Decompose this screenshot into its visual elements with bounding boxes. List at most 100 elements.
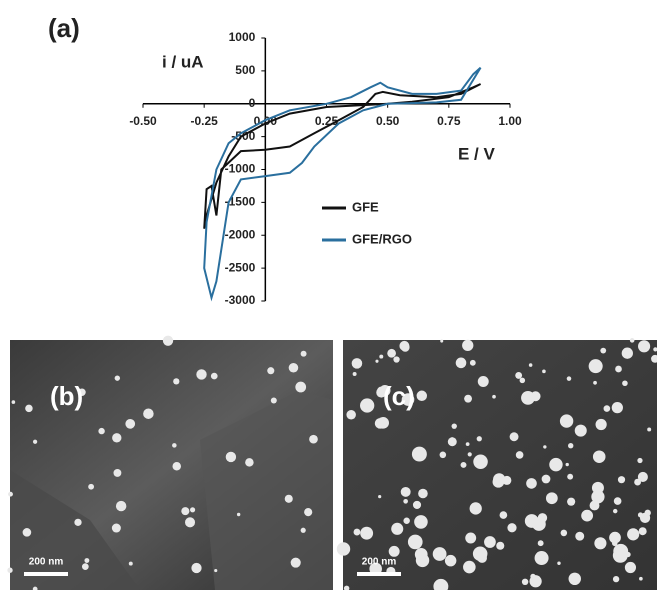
particle bbox=[360, 398, 375, 413]
particle bbox=[644, 509, 651, 517]
particle bbox=[629, 338, 635, 343]
particle bbox=[528, 363, 533, 367]
particle bbox=[236, 512, 241, 517]
particle bbox=[476, 436, 482, 442]
particle bbox=[467, 452, 472, 457]
particle bbox=[627, 528, 640, 541]
particle bbox=[388, 545, 400, 557]
particle bbox=[455, 357, 467, 369]
image-label: (c) bbox=[383, 381, 415, 411]
particle bbox=[25, 404, 33, 413]
particle bbox=[82, 563, 89, 570]
sem-texture bbox=[10, 470, 140, 590]
y-tick-label: -2500 bbox=[225, 260, 256, 274]
particle bbox=[638, 340, 651, 353]
particle bbox=[637, 471, 648, 482]
particle bbox=[8, 491, 13, 497]
particle bbox=[403, 517, 410, 524]
particle bbox=[32, 439, 38, 444]
particle bbox=[375, 359, 379, 363]
particle bbox=[114, 375, 121, 381]
particle bbox=[595, 418, 607, 431]
particle bbox=[352, 372, 357, 376]
particle bbox=[568, 442, 574, 449]
particle bbox=[591, 490, 605, 504]
scale-label: 200 nm bbox=[29, 557, 64, 568]
particle bbox=[449, 437, 455, 442]
particle bbox=[377, 386, 386, 395]
particle bbox=[507, 523, 517, 533]
y-tick-label: -1000 bbox=[225, 162, 256, 176]
particle bbox=[492, 476, 505, 488]
particle bbox=[534, 551, 549, 566]
particle bbox=[196, 369, 207, 380]
particle bbox=[617, 476, 626, 484]
particle bbox=[639, 576, 643, 581]
particle bbox=[270, 397, 277, 404]
particle bbox=[351, 358, 363, 369]
particle bbox=[542, 369, 546, 374]
particle bbox=[74, 518, 82, 526]
particle bbox=[559, 414, 574, 428]
particle bbox=[451, 423, 457, 429]
particle bbox=[290, 557, 301, 568]
particle bbox=[526, 478, 537, 489]
particle bbox=[295, 381, 307, 393]
particle bbox=[545, 492, 558, 505]
y-tick-label: -2000 bbox=[225, 227, 256, 241]
y-tick-label: -3000 bbox=[225, 293, 256, 307]
particle bbox=[532, 517, 546, 531]
particle bbox=[600, 347, 607, 354]
particle bbox=[300, 350, 307, 357]
particle bbox=[637, 457, 643, 464]
particle bbox=[603, 405, 611, 412]
particle bbox=[567, 473, 574, 480]
particle bbox=[288, 362, 299, 373]
particle bbox=[519, 377, 526, 384]
particle bbox=[115, 500, 127, 512]
particle bbox=[414, 515, 428, 529]
particle bbox=[84, 558, 90, 563]
particle bbox=[581, 509, 594, 522]
particle bbox=[515, 371, 523, 379]
particle bbox=[403, 498, 408, 504]
particle bbox=[143, 408, 154, 419]
particle bbox=[464, 394, 472, 403]
particle bbox=[560, 529, 568, 537]
particle bbox=[304, 508, 313, 517]
x-tick-label: 0.75 bbox=[437, 114, 461, 128]
particle bbox=[594, 537, 607, 550]
sem-image: (c) 200 nm bbox=[336, 338, 657, 594]
particle bbox=[611, 402, 623, 414]
particle bbox=[465, 532, 477, 544]
particle bbox=[399, 340, 410, 351]
particle bbox=[469, 502, 482, 515]
particle bbox=[612, 508, 618, 514]
particle bbox=[529, 575, 542, 588]
particle bbox=[521, 578, 529, 586]
sem-texture bbox=[200, 390, 333, 590]
particle bbox=[336, 542, 351, 556]
particle bbox=[463, 560, 476, 574]
scale-label: 200 nm bbox=[362, 557, 397, 568]
particle bbox=[378, 495, 382, 499]
particle bbox=[190, 507, 196, 513]
particle bbox=[537, 540, 544, 547]
particle bbox=[499, 511, 508, 519]
particle bbox=[391, 522, 404, 535]
image-label: (b) bbox=[50, 381, 83, 411]
scale-bar bbox=[357, 572, 401, 576]
particle bbox=[473, 454, 488, 470]
particle bbox=[439, 451, 447, 459]
particle bbox=[502, 475, 512, 485]
particle bbox=[393, 356, 400, 363]
particle bbox=[416, 390, 428, 401]
particle bbox=[11, 400, 16, 404]
particle bbox=[567, 497, 576, 506]
particle bbox=[387, 348, 396, 358]
particle bbox=[128, 561, 133, 566]
particle bbox=[309, 434, 318, 444]
particle bbox=[651, 354, 657, 363]
particle bbox=[541, 474, 551, 484]
